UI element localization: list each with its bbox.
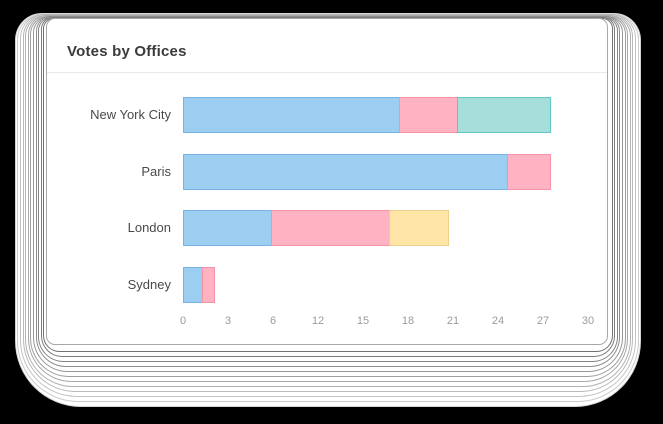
bar-row: New York City <box>47 97 607 133</box>
stacked-bar <box>183 210 449 246</box>
bar-segment-pink[interactable] <box>270 210 391 246</box>
stacked-bar <box>183 266 216 303</box>
x-tick-label: 27 <box>536 315 550 327</box>
x-tick-label: 12 <box>311 315 325 327</box>
category-label: Paris <box>141 163 171 179</box>
bar-segment-pink[interactable] <box>506 153 552 190</box>
x-tick-label: 6 <box>269 315 277 327</box>
stacked-bar <box>183 153 552 190</box>
plot-area: 0 3 6 12 15 18 21 24 27 30 New York City Paris Lond… <box>47 19 607 344</box>
x-tick-label: 30 <box>581 315 595 327</box>
category-label: New York City <box>90 107 171 122</box>
chart-card: Votes by Offices 0 3 6 12 15 18 21 24 27 30 New Y… <box>46 18 608 345</box>
bar-segment-yellow[interactable] <box>389 210 449 246</box>
bar-segment-pink[interactable] <box>201 266 216 303</box>
bar-row: Sydney <box>47 266 607 303</box>
category-label: Sydney <box>127 276 171 292</box>
x-tick-label: 0 <box>179 315 187 327</box>
x-tick-label: 18 <box>401 315 415 327</box>
bar-row: Paris <box>47 153 607 190</box>
bar-segment-blue[interactable] <box>183 266 204 303</box>
stacked-bar <box>183 97 552 133</box>
chart-title: Votes by Offices <box>67 43 187 60</box>
bar-segment-blue[interactable] <box>183 210 273 246</box>
x-tick-label: 15 <box>356 315 370 327</box>
bar-segment-blue[interactable] <box>183 97 401 133</box>
x-tick-label: 3 <box>224 315 232 327</box>
title-divider <box>47 72 607 73</box>
bar-segment-pink[interactable] <box>398 97 459 133</box>
bar-segment-blue[interactable] <box>183 153 509 190</box>
bar-segment-teal[interactable] <box>456 97 552 133</box>
x-tick-label: 24 <box>491 315 505 327</box>
category-label: London <box>127 220 171 235</box>
bar-row: London <box>47 210 607 246</box>
x-axis: 0 3 6 12 15 18 21 24 27 30 <box>179 315 594 331</box>
x-tick-label: 21 <box>446 315 460 327</box>
